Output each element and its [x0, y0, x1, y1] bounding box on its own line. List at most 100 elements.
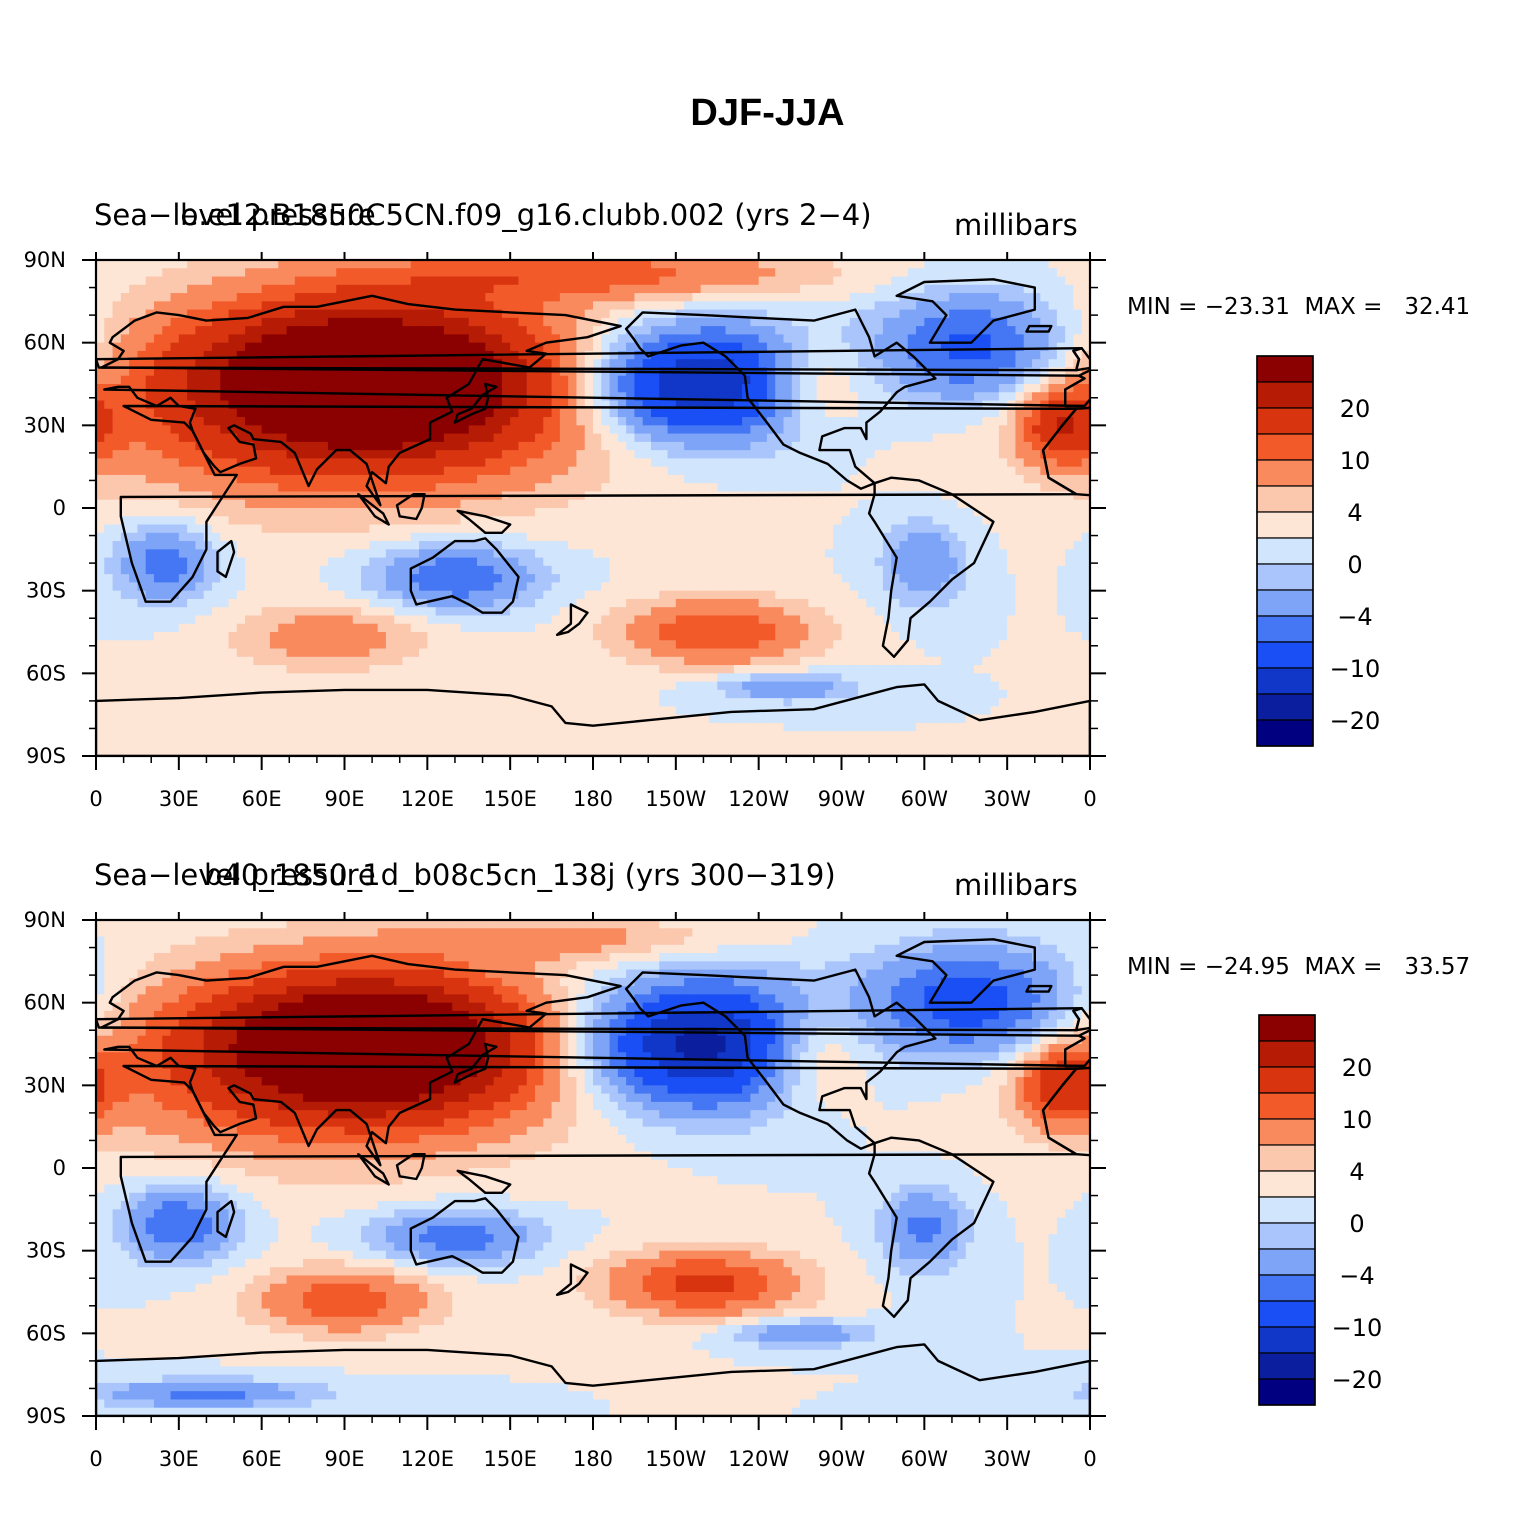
- field-cell: [733, 359, 743, 369]
- field-cell: [816, 516, 826, 526]
- field-cell: [998, 268, 1008, 278]
- field-cell: [858, 400, 867, 410]
- field-cell: [443, 549, 453, 559]
- field-cell: [327, 417, 337, 426]
- field-cell: [800, 590, 809, 600]
- field-cell: [129, 293, 139, 302]
- field-cell: [882, 392, 892, 402]
- field-cell: [816, 334, 826, 344]
- field-cell: [907, 549, 917, 559]
- field-cell: [998, 301, 1008, 311]
- field-cell: [278, 317, 288, 327]
- field-cell: [518, 574, 528, 583]
- field-cell: [477, 417, 486, 426]
- field-cell: [352, 483, 362, 493]
- field-cell: [377, 342, 387, 352]
- field-cell: [385, 359, 395, 369]
- field-cell: [998, 524, 1008, 534]
- field-cell: [824, 417, 834, 426]
- field-cell: [990, 508, 1000, 517]
- field-cell: [626, 508, 636, 517]
- field-cell: [510, 441, 520, 451]
- field-cell: [551, 260, 561, 269]
- field-cell: [576, 301, 586, 311]
- field-cell: [974, 557, 983, 567]
- field-cell: [700, 284, 710, 294]
- field-cell: [443, 293, 453, 302]
- field-cell: [924, 582, 934, 592]
- field-cell: [120, 309, 130, 319]
- field-cell: [203, 425, 213, 435]
- field-cell: [965, 590, 975, 600]
- field-cell: [584, 359, 594, 369]
- field-cell: [916, 384, 925, 393]
- field-cell: [443, 524, 453, 534]
- field-cell: [791, 541, 801, 550]
- field-cell: [1065, 508, 1075, 517]
- field-cell: [584, 400, 594, 410]
- field-cell: [949, 334, 959, 344]
- field-cell: [965, 392, 975, 402]
- field-cell: [783, 590, 793, 600]
- field-cell: [327, 557, 337, 567]
- field-cell: [129, 408, 139, 418]
- field-cell: [319, 508, 329, 517]
- field-cell: [667, 433, 677, 443]
- field-cell: [294, 516, 304, 526]
- field-cell: [427, 334, 437, 344]
- field-cell: [1040, 491, 1050, 501]
- field-cell: [609, 309, 619, 319]
- field-cell: [112, 317, 122, 327]
- field-cell: [982, 474, 992, 484]
- field-cell: [775, 557, 785, 567]
- field-cell: [162, 375, 172, 385]
- field-cell: [96, 441, 105, 451]
- field-cell: [766, 309, 776, 319]
- field-cell: [137, 309, 147, 319]
- field-cell: [833, 359, 843, 369]
- field-cell: [924, 565, 934, 575]
- field-cell: [642, 301, 652, 311]
- field-cell: [336, 284, 346, 294]
- field-cell: [443, 574, 453, 583]
- field-cell: [153, 326, 163, 335]
- field-cell: [642, 524, 652, 534]
- field-cell: [791, 516, 801, 526]
- field-cell: [501, 508, 511, 517]
- field-cell: [452, 549, 462, 559]
- field-cell: [410, 342, 420, 352]
- field-cell: [1081, 408, 1090, 418]
- field-cell: [261, 350, 271, 360]
- field-cell: [849, 375, 859, 385]
- field-cell: [1048, 524, 1058, 534]
- field-cell: [700, 392, 710, 402]
- field-cell: [824, 582, 834, 592]
- field-cell: [303, 425, 312, 435]
- field-cell: [849, 574, 859, 583]
- field-cell: [891, 392, 901, 402]
- field-cell: [766, 450, 776, 459]
- field-cell: [1040, 284, 1050, 294]
- field-cell: [609, 483, 619, 493]
- field-cell: [833, 474, 843, 484]
- field-cell: [899, 516, 909, 526]
- field-cell: [899, 359, 909, 369]
- field-cell: [725, 276, 735, 286]
- field-cell: [551, 384, 561, 393]
- field-cell: [833, 450, 843, 459]
- field-cell: [493, 574, 503, 583]
- field-cell: [642, 549, 652, 559]
- field-cell: [493, 334, 503, 344]
- field-cell: [1073, 532, 1083, 542]
- field-cell: [402, 549, 412, 559]
- field-cell: [593, 384, 602, 393]
- field-cell: [626, 483, 636, 493]
- field-cell: [659, 342, 669, 352]
- field-cell: [211, 598, 221, 608]
- field-cell: [891, 284, 901, 294]
- field-cell: [791, 433, 801, 443]
- map-panel-0: 0 30E 60E 90E 120E 150E 180 150W 120W 90W 60W 30W 09…: [24, 248, 1381, 811]
- field-cell: [667, 342, 677, 352]
- field-cell: [593, 359, 602, 369]
- field-cell: [153, 384, 163, 393]
